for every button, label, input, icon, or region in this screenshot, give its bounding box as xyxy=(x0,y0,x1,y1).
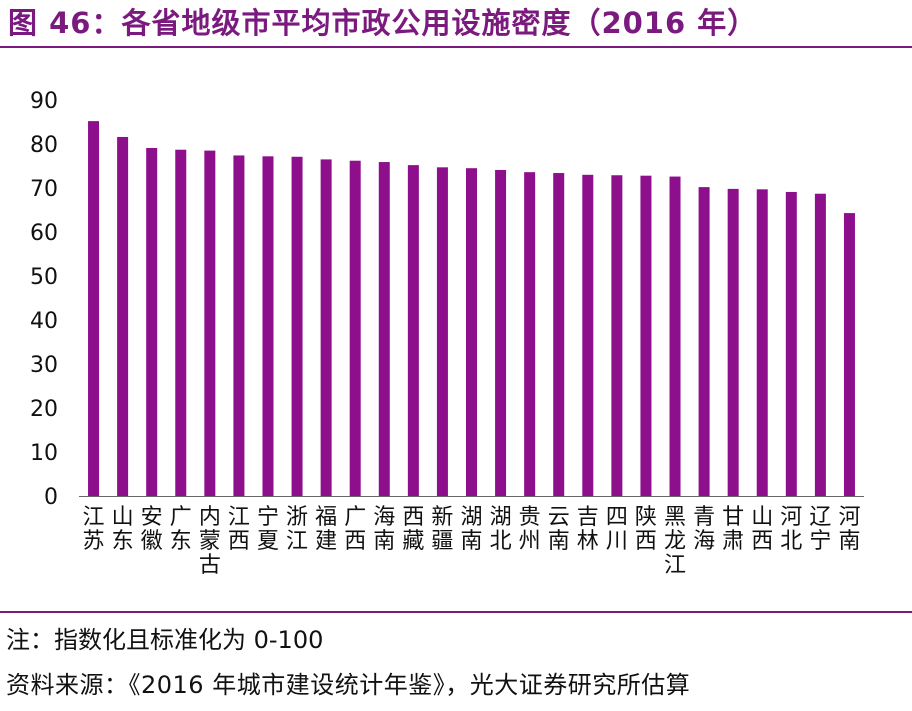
bar xyxy=(407,165,419,496)
y-tick-label: 80 xyxy=(30,133,58,158)
x-tick-label: 广西 xyxy=(344,505,366,554)
bar xyxy=(727,188,739,496)
y-tick-label: 30 xyxy=(30,353,58,378)
bar xyxy=(233,155,245,496)
bar xyxy=(843,213,855,496)
y-tick-label: 60 xyxy=(30,221,58,246)
x-tick-label: 新疆 xyxy=(431,505,453,554)
bar xyxy=(814,193,826,496)
x-tick-label: 山东 xyxy=(112,505,134,554)
x-tick-label: 广东 xyxy=(170,505,192,554)
bar xyxy=(204,150,216,496)
bar xyxy=(262,156,274,496)
x-tick-label: 海南 xyxy=(373,505,395,554)
bar xyxy=(117,136,129,496)
bar xyxy=(436,167,448,496)
bar xyxy=(291,156,303,496)
bar xyxy=(88,121,100,497)
bar xyxy=(669,176,681,496)
x-tick-label: 四川 xyxy=(606,505,628,554)
y-tick-label: 10 xyxy=(30,441,58,466)
chart-note: 注：指数化且标准化为 0-100 xyxy=(6,626,324,654)
x-tick-label: 河北 xyxy=(780,505,802,554)
bar xyxy=(175,149,187,496)
x-tick-label: 湖北 xyxy=(490,505,512,554)
x-tick-label: 福建 xyxy=(315,505,337,554)
x-tick-label: 云南 xyxy=(548,505,570,554)
bar xyxy=(756,189,768,496)
footer-divider xyxy=(0,611,912,613)
title-divider xyxy=(0,46,912,48)
bar xyxy=(466,168,477,496)
bar xyxy=(320,159,332,496)
x-tick-label: 辽宁 xyxy=(809,505,831,554)
y-tick-label: 50 xyxy=(30,265,58,290)
x-tick-label: 浙江 xyxy=(286,505,308,554)
y-tick-label: 20 xyxy=(30,397,58,422)
y-tick-label: 40 xyxy=(30,309,58,334)
x-tick-label: 山西 xyxy=(751,505,773,554)
y-axis: 0 10 20 30 40 50 60 70 80 90 xyxy=(30,89,58,510)
chart-source: 资料来源：《2016 年城市建设统计年鉴》，光大证券研究所估算 xyxy=(6,671,691,699)
bar xyxy=(378,162,390,496)
x-tick-label: 陕西 xyxy=(635,505,657,554)
bar xyxy=(495,169,507,496)
bar xyxy=(611,175,623,496)
x-tick-label: 青海 xyxy=(693,505,715,554)
bar xyxy=(640,175,652,496)
x-tick-label: 河南 xyxy=(838,505,860,554)
bar xyxy=(582,174,594,497)
x-tick-label: 江苏 xyxy=(83,505,105,554)
x-tick-label: 甘肃 xyxy=(722,505,744,554)
x-tick-label: 内蒙古 xyxy=(199,505,221,578)
page-title: 图 46：各省地级市平均市政公用设施密度（2016 年） xyxy=(8,6,758,40)
y-tick-label: 90 xyxy=(30,89,58,114)
bar-chart: 0 10 20 30 40 50 60 70 80 90 江苏山东安徽广东内蒙古江西宁夏浙江福建广… xyxy=(30,89,864,578)
x-tick-label: 安徽 xyxy=(141,505,163,554)
y-tick-label: 70 xyxy=(30,177,58,202)
bar-series xyxy=(88,121,855,497)
bar xyxy=(146,147,158,496)
x-tick-label: 湖南 xyxy=(460,505,482,554)
bar xyxy=(349,160,361,496)
x-tick-label: 江西 xyxy=(228,505,250,554)
x-axis-labels: 江苏山东安徽广东内蒙古江西宁夏浙江福建广西海南西藏新疆湖南湖北贵州云南吉林四川陕… xyxy=(83,505,861,578)
x-tick-label: 宁夏 xyxy=(257,505,279,554)
x-tick-label: 西藏 xyxy=(402,505,424,554)
y-tick-label: 0 xyxy=(44,485,58,510)
bar xyxy=(785,191,797,496)
x-tick-label: 贵州 xyxy=(519,505,541,554)
x-tick-label: 吉林 xyxy=(577,505,599,554)
bar xyxy=(698,187,710,496)
bar xyxy=(524,172,536,496)
x-tick-label: 黑龙江 xyxy=(664,505,686,578)
bar xyxy=(553,173,565,496)
